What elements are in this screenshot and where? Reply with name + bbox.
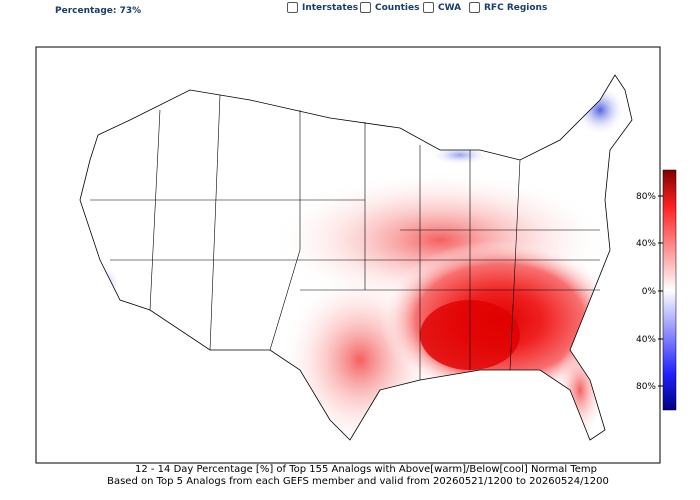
option-label: CWA <box>438 2 462 13</box>
percentage-label: Percentage: 73% <box>55 6 142 16</box>
caption-line: Based on Top 5 Analogs from each GEFS me… <box>107 476 609 487</box>
colorbar <box>662 169 677 411</box>
us-outline <box>79 74 633 441</box>
checkbox[interactable] <box>360 2 371 13</box>
colorbar-tick-label: 80% <box>636 382 656 392</box>
option-label: RFC Regions <box>484 2 548 13</box>
state-lines <box>90 94 600 380</box>
colorbar-ticks: 80% 40% 0% 40% 80% <box>636 192 663 392</box>
option-label: Counties <box>375 2 420 13</box>
anomaly-field <box>90 85 625 440</box>
checkbox[interactable] <box>287 2 298 13</box>
colorbar-tick-label: 40% <box>636 335 656 345</box>
checkbox[interactable] <box>469 2 480 13</box>
checkbox[interactable] <box>423 2 434 13</box>
colorbar-tick-label: 40% <box>636 239 656 249</box>
counties-toggle[interactable]: Counties <box>360 2 419 13</box>
interstates-toggle[interactable]: Interstates <box>287 2 358 13</box>
rfc-toggle[interactable]: RFC Regions <box>469 2 547 13</box>
caption-line: 12 - 14 Day Percentage [%] of Top 155 An… <box>135 464 597 475</box>
colorbar-tick-label: 0% <box>642 287 657 297</box>
cwa-toggle[interactable]: CWA <box>423 2 461 13</box>
option-label: Interstates <box>302 2 359 13</box>
colorbar-tick-label: 80% <box>636 192 656 202</box>
